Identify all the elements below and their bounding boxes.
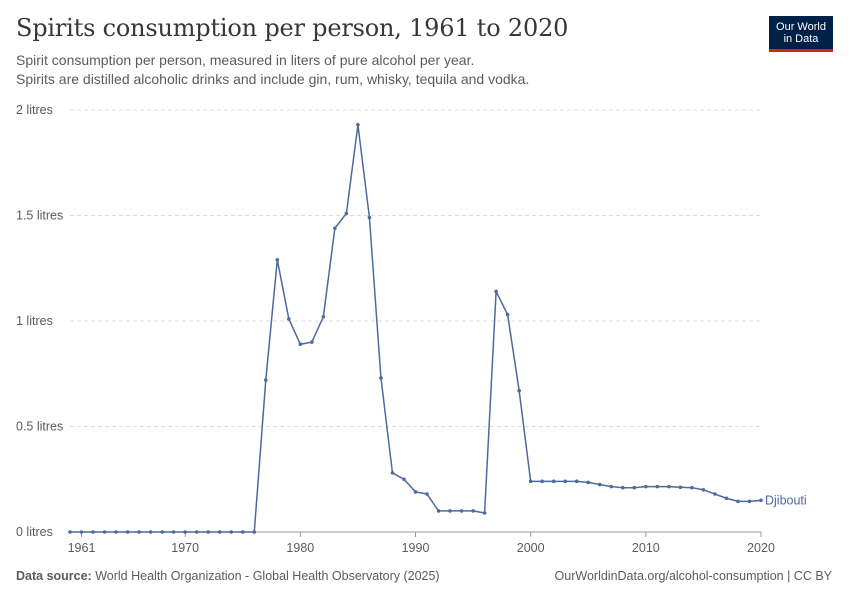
data-point	[125, 530, 130, 534]
data-point	[644, 484, 648, 489]
data-point	[344, 211, 349, 216]
x-tick-label: 1990	[402, 541, 430, 555]
data-point	[724, 496, 729, 501]
x-tick-label: 1980	[286, 541, 314, 555]
data-point	[206, 530, 210, 534]
series-line-djibouti	[70, 124, 762, 533]
data-point	[379, 376, 383, 380]
x-tick-label: 1961	[68, 541, 96, 555]
data-point	[252, 530, 257, 534]
data-point	[436, 509, 441, 513]
data-point	[574, 479, 579, 484]
data-point	[217, 530, 222, 534]
chart-title: Spirits consumption per person, 1961 to …	[16, 14, 569, 42]
data-point	[310, 340, 314, 344]
data-point	[586, 480, 591, 485]
data-point	[114, 530, 118, 534]
y-tick-label: 0 litres	[16, 525, 53, 539]
data-point	[540, 479, 544, 484]
data-source: Data source: World Health Organization -…	[16, 569, 440, 583]
data-point	[160, 530, 164, 534]
data-point	[471, 509, 475, 513]
data-point	[263, 378, 268, 382]
data-point	[68, 530, 72, 534]
data-point	[482, 511, 487, 515]
data-point	[632, 485, 637, 490]
data-point	[505, 312, 510, 317]
data-point	[459, 509, 464, 513]
data-point	[621, 485, 625, 490]
data-point	[356, 122, 360, 127]
data-point	[597, 482, 602, 487]
data-point	[321, 314, 326, 319]
data-source-text: World Health Organization - Global Healt…	[95, 569, 440, 583]
y-tick-label: 1 litres	[16, 314, 53, 328]
data-point	[425, 492, 429, 496]
data-point	[298, 342, 303, 347]
data-point	[137, 530, 141, 534]
data-point	[747, 499, 752, 504]
x-tick-label: 2010	[632, 541, 660, 555]
data-point	[102, 530, 107, 534]
data-point	[701, 488, 706, 492]
chart-subtitle-line1: Spirit consumption per person, measured …	[16, 52, 475, 68]
data-point	[240, 530, 245, 534]
data-point	[229, 530, 234, 534]
data-point	[367, 215, 372, 220]
series-layer: Djibouti	[68, 122, 807, 534]
data-point	[448, 509, 452, 513]
series-label: Djibouti	[765, 493, 807, 507]
data-point	[194, 530, 199, 534]
data-point	[609, 484, 614, 489]
data-point	[79, 530, 84, 534]
grid-lines	[70, 109, 761, 427]
x-tick-label: 2020	[747, 541, 775, 555]
data-source-label: Data source:	[16, 569, 92, 583]
data-point	[655, 484, 660, 489]
data-point	[551, 479, 556, 484]
owid-logo[interactable]: Our World in Data	[769, 16, 833, 52]
y-tick-label: 0.5 litres	[16, 420, 63, 434]
logo-line2: in Data	[783, 32, 819, 45]
data-point	[390, 471, 395, 475]
y-tick-label: 2 litres	[16, 103, 53, 117]
chart-subtitle-line2: Spirits are distilled alcoholic drinks a…	[16, 71, 530, 87]
data-point	[517, 388, 521, 393]
data-point	[678, 485, 683, 490]
data-point	[171, 530, 176, 534]
data-point	[333, 226, 337, 230]
logo-line1: Our World	[776, 20, 826, 33]
data-point	[494, 289, 498, 294]
data-point	[275, 258, 280, 262]
data-point	[690, 485, 694, 490]
x-axis: 1961 1970 1980 1990 2000 2010 2020	[68, 531, 775, 555]
data-point	[713, 492, 717, 496]
data-point	[528, 479, 533, 484]
data-point	[667, 484, 671, 489]
x-tick-label: 2000	[517, 541, 545, 555]
x-tick-label: 1970	[171, 541, 199, 555]
y-axis: 0 litres 0.5 litres 1 litres 1.5 litres 2 li…	[16, 103, 63, 539]
data-point	[402, 477, 406, 482]
data-point	[148, 530, 153, 534]
line-chart: 0 litres 0.5 litres 1 litres 1.5 litres 2 li…	[16, 103, 807, 555]
credit-link[interactable]: OurWorldinData.org/alcohol-consumption |…	[554, 569, 832, 583]
data-point	[183, 530, 187, 534]
y-tick-label: 1.5 litres	[16, 209, 63, 223]
data-point	[759, 498, 763, 503]
data-point	[91, 530, 95, 534]
data-point	[736, 499, 740, 504]
data-point	[563, 479, 568, 484]
data-point	[413, 490, 418, 494]
data-point	[287, 317, 291, 321]
